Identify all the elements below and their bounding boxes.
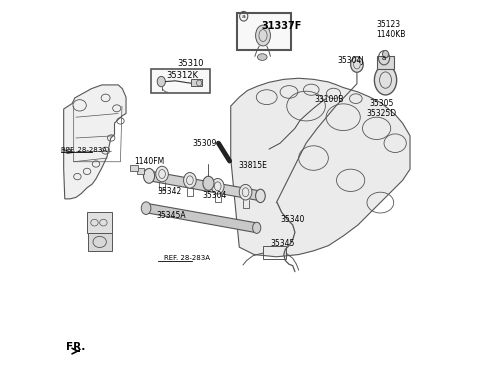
Polygon shape (146, 171, 263, 200)
Ellipse shape (255, 25, 270, 46)
Text: 1140FM: 1140FM (134, 157, 165, 166)
Ellipse shape (257, 54, 267, 61)
Polygon shape (144, 204, 259, 232)
Bar (263, 246, 286, 260)
Bar (377, 56, 395, 69)
Bar (191, 79, 202, 86)
Text: a: a (382, 55, 386, 61)
Text: 31337F: 31337F (262, 21, 302, 31)
Ellipse shape (144, 168, 155, 183)
Text: FR.: FR. (66, 342, 85, 352)
Text: 35342: 35342 (157, 187, 182, 196)
Text: 35305: 35305 (369, 99, 394, 108)
Ellipse shape (211, 178, 224, 194)
Polygon shape (231, 78, 410, 257)
Text: 35304J: 35304J (337, 56, 364, 65)
Text: 35312K: 35312K (167, 71, 199, 80)
Bar (131, 165, 138, 171)
Text: 33815E: 33815E (239, 161, 267, 170)
Text: 35325D: 35325D (366, 109, 396, 118)
Text: REF. 28-283A: REF. 28-283A (164, 255, 210, 261)
Text: a: a (242, 14, 246, 19)
Ellipse shape (374, 65, 396, 95)
Ellipse shape (141, 202, 151, 214)
Text: 35345A: 35345A (156, 211, 186, 220)
Ellipse shape (156, 166, 168, 182)
Text: 35309: 35309 (192, 139, 217, 148)
Ellipse shape (252, 222, 261, 233)
Polygon shape (64, 85, 126, 199)
Ellipse shape (239, 184, 252, 200)
Text: 35304: 35304 (202, 191, 227, 200)
Ellipse shape (157, 76, 166, 87)
Bar (87, 212, 112, 233)
Text: 35123
1140KB: 35123 1140KB (377, 19, 406, 39)
Ellipse shape (183, 172, 196, 188)
Ellipse shape (350, 57, 363, 72)
Ellipse shape (203, 176, 214, 190)
Text: 35340: 35340 (281, 215, 305, 224)
Bar (88, 233, 112, 251)
Text: 35310: 35310 (178, 59, 204, 68)
Text: REF. 28-283A: REF. 28-283A (61, 147, 107, 153)
Ellipse shape (255, 189, 265, 203)
Text: 35345: 35345 (270, 239, 295, 248)
Bar (137, 168, 144, 174)
Text: 33100B: 33100B (314, 95, 344, 104)
Ellipse shape (383, 50, 388, 58)
Bar (237, 13, 291, 50)
Bar (151, 69, 210, 94)
